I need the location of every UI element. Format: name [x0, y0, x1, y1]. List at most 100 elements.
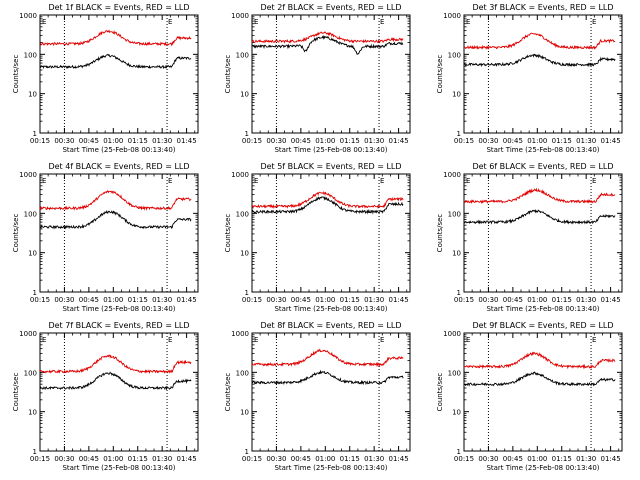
- chart-panel-5: Det 5f BLACK = Events, RED = LLD 1 10 100 10…: [224, 162, 411, 313]
- event-marker-label: E: [466, 18, 470, 26]
- series-events-line: [463, 53, 616, 68]
- x-tick-label: 01:30: [576, 137, 596, 145]
- y-axis-label: Counts/sec: [436, 214, 444, 253]
- x-axis-label: Start Time (25-Feb-08 00:13:40): [486, 305, 599, 313]
- event-marker-label: E: [254, 177, 258, 185]
- x-axis-label: Start Time (25-Feb-08 00:13:40): [62, 464, 175, 472]
- x-tick-label: 01:00: [527, 455, 547, 463]
- plot-frame: [463, 14, 623, 134]
- x-tick-label: 00:30: [54, 296, 74, 304]
- y-tick-label: 1000: [19, 12, 37, 20]
- event-marker-label: E: [42, 336, 46, 344]
- x-tick-label: 00:15: [242, 137, 262, 145]
- x-tick-label: 00:30: [266, 137, 286, 145]
- x-tick-label: 01:15: [128, 455, 148, 463]
- y-tick-label: 1000: [231, 330, 249, 338]
- y-tick-label: 1: [33, 448, 37, 456]
- x-tick-label: 01:45: [389, 137, 409, 145]
- x-tick-label: 01:00: [315, 296, 335, 304]
- x-tick-label: 00:30: [478, 137, 498, 145]
- series-lld-line: [463, 187, 616, 205]
- x-axis-label: Start Time (25-Feb-08 00:13:40): [486, 464, 599, 472]
- y-tick-label: 1: [245, 130, 249, 138]
- x-tick-label: 01:45: [177, 137, 197, 145]
- y-tick-label: 1000: [443, 330, 461, 338]
- event-marker-label: E: [42, 177, 46, 185]
- y-tick-label: 10: [240, 250, 249, 258]
- chart-title: Det 6f BLACK = Events, RED = LLD: [472, 162, 613, 171]
- y-axis-label: Counts/sec: [224, 55, 232, 94]
- series-lld-line: [251, 31, 404, 44]
- x-axis-label: Start Time (25-Feb-08 00:13:40): [486, 146, 599, 154]
- series-lld-line: [251, 348, 404, 368]
- y-tick-label: 1000: [231, 12, 249, 20]
- x-tick-label: 01:00: [103, 455, 123, 463]
- y-tick-label: 100: [448, 210, 461, 218]
- y-tick-label: 100: [24, 51, 37, 59]
- x-tick-label: 01:00: [315, 137, 335, 145]
- chart-title: Det 8f BLACK = Events, RED = LLD: [260, 321, 401, 330]
- x-tick-label: 00:45: [291, 296, 311, 304]
- x-tick-label: 01:45: [389, 296, 409, 304]
- x-tick-label: 00:45: [291, 455, 311, 463]
- x-tick-label: 01:15: [340, 296, 360, 304]
- y-tick-label: 1: [245, 289, 249, 297]
- x-tick-label: 01:45: [601, 455, 621, 463]
- event-marker-label: E: [42, 18, 46, 26]
- event-marker-label: E: [168, 336, 172, 344]
- event-marker-label: E: [254, 336, 258, 344]
- y-tick-label: 100: [448, 369, 461, 377]
- chart-title: Det 2f BLACK = Events, RED = LLD: [260, 3, 401, 12]
- y-axis-label: Counts/sec: [436, 55, 444, 94]
- x-tick-label: 00:15: [30, 296, 50, 304]
- x-tick-label: 00:45: [79, 296, 99, 304]
- x-tick-label: 01:15: [128, 296, 148, 304]
- x-tick-label: 01:15: [128, 137, 148, 145]
- x-axis-label: Start Time (25-Feb-08 00:13:40): [274, 305, 387, 313]
- y-axis-label: Counts/sec: [12, 373, 20, 412]
- event-marker-label: E: [466, 336, 470, 344]
- x-tick-label: 01:45: [601, 137, 621, 145]
- series-events-line: [251, 34, 404, 55]
- y-axis-label: Counts/sec: [12, 214, 20, 253]
- x-tick-label: 01:15: [552, 455, 572, 463]
- chart-panel-7: Det 7f BLACK = Events, RED = LLD 1 10 100 10…: [12, 321, 199, 472]
- series-lld-line: [39, 29, 192, 47]
- plot-frame: [39, 173, 199, 293]
- y-tick-label: 100: [236, 369, 249, 377]
- y-tick-label: 1: [457, 289, 461, 297]
- x-tick-label: 01:30: [576, 296, 596, 304]
- plot-frame: [463, 173, 623, 293]
- event-marker-label: E: [592, 336, 596, 344]
- y-tick-label: 10: [452, 250, 461, 258]
- x-axis-label: Start Time (25-Feb-08 00:13:40): [274, 146, 387, 154]
- chart-panel-1: Det 1f BLACK = Events, RED = LLD 1 10 100 10…: [12, 3, 199, 154]
- plot-frame: [39, 332, 199, 452]
- y-tick-label: 10: [240, 91, 249, 99]
- x-tick-label: 01:30: [152, 296, 172, 304]
- y-tick-label: 1: [245, 448, 249, 456]
- x-tick-label: 00:15: [30, 137, 50, 145]
- x-tick-label: 00:45: [79, 137, 99, 145]
- x-tick-label: 00:15: [454, 455, 474, 463]
- x-tick-label: 01:30: [364, 296, 384, 304]
- chart-panel-2: Det 2f BLACK = Events, RED = LLD 1 10 100 10…: [224, 3, 411, 154]
- x-tick-label: 01:00: [527, 137, 547, 145]
- x-tick-label: 01:30: [576, 455, 596, 463]
- y-tick-label: 1000: [19, 330, 37, 338]
- x-tick-label: 01:00: [315, 455, 335, 463]
- plot-frame: [39, 14, 199, 134]
- x-tick-label: 01:15: [552, 137, 572, 145]
- x-axis-label: Start Time (25-Feb-08 00:13:40): [274, 464, 387, 472]
- x-axis-label: Start Time (25-Feb-08 00:13:40): [62, 305, 175, 313]
- series-lld-line: [463, 32, 616, 50]
- x-tick-label: 00:15: [30, 455, 50, 463]
- x-tick-label: 00:15: [454, 296, 474, 304]
- y-tick-label: 100: [236, 51, 249, 59]
- y-tick-label: 1: [33, 289, 37, 297]
- chart-panel-6: Det 6f BLACK = Events, RED = LLD 1 10 100 10…: [436, 162, 623, 313]
- y-axis-label: Counts/sec: [12, 55, 20, 94]
- y-tick-label: 10: [28, 91, 37, 99]
- chart-title: Det 3f BLACK = Events, RED = LLD: [472, 3, 613, 12]
- x-tick-label: 00:15: [454, 137, 474, 145]
